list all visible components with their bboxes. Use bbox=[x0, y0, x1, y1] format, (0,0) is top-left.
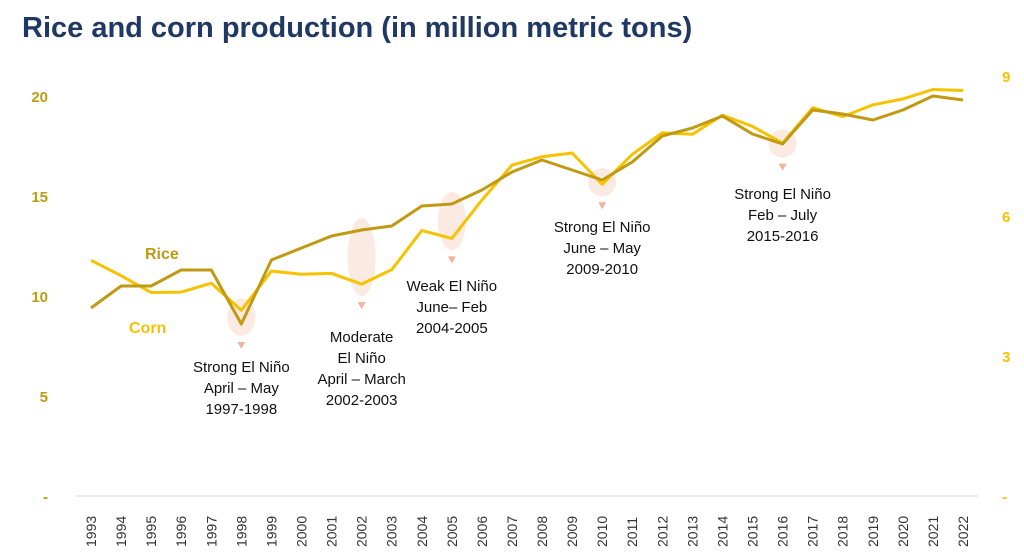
y-left-tick: 10 bbox=[31, 289, 48, 306]
arrow-marker-2016 bbox=[778, 163, 787, 171]
x-tick-label: 2008 bbox=[534, 516, 550, 547]
annotation-line: Feb – July bbox=[748, 207, 818, 224]
arrow-marker-2010 bbox=[598, 202, 607, 210]
x-tick-label: 1998 bbox=[233, 516, 249, 547]
annotation-line: April – March bbox=[317, 371, 405, 388]
left-y-axis: - 5 10 15 20 bbox=[31, 89, 48, 506]
highlight-2002 bbox=[347, 218, 376, 297]
y-left-tick: 5 bbox=[40, 389, 48, 406]
annotation-line: June – May bbox=[563, 240, 641, 257]
series-lines bbox=[90, 88, 964, 326]
rice-line bbox=[90, 94, 964, 326]
annotation-line: Strong El Niño bbox=[554, 219, 651, 236]
x-axis: 1993 1994 1995 1996 1997 1998 1999 2000 2001 2002… bbox=[76, 495, 978, 547]
annotation-1998: Strong El Niño April – May 1997-1998 bbox=[193, 359, 290, 418]
x-tick-label: 2003 bbox=[384, 516, 400, 547]
arrow-marker-1998 bbox=[237, 342, 246, 349]
x-tick-label: 2004 bbox=[414, 516, 430, 547]
annotation-line: 2004-2005 bbox=[416, 320, 488, 337]
x-tick-label: 2018 bbox=[835, 516, 851, 547]
arrow-marker-2002 bbox=[357, 302, 366, 310]
x-tick-label: 2011 bbox=[624, 517, 640, 547]
x-tick-label: 2001 bbox=[324, 516, 340, 547]
x-tick-label: 2014 bbox=[714, 516, 730, 547]
annotation-line: June– Feb bbox=[416, 299, 487, 316]
y-right-tick: 9 bbox=[1002, 69, 1010, 86]
annotation-line: 2002-2003 bbox=[326, 392, 398, 409]
annotation-line: Moderate bbox=[330, 329, 393, 346]
rice-series-label: Rice bbox=[145, 246, 179, 263]
x-tick-label: 2021 bbox=[925, 516, 941, 547]
series-labels: Rice Corn bbox=[129, 246, 179, 337]
annotation-line: 2009-2010 bbox=[566, 261, 638, 278]
x-tick-label: 2010 bbox=[594, 516, 610, 547]
annotation-line: Strong El Niño bbox=[734, 186, 831, 203]
y-left-tick: - bbox=[43, 489, 48, 506]
chart-title: Rice and corn production (in million met… bbox=[22, 12, 693, 44]
x-tick-label: 2000 bbox=[293, 516, 309, 547]
x-tick-label: 1993 bbox=[83, 516, 99, 547]
x-tick-label: 2006 bbox=[474, 516, 490, 547]
annotation-line: 1997-1998 bbox=[205, 401, 277, 418]
x-tick-label: 1997 bbox=[203, 516, 219, 547]
y-right-tick: 3 bbox=[1002, 349, 1010, 366]
annotation-line: El Niño bbox=[337, 350, 385, 367]
x-tick-label: 2019 bbox=[865, 516, 881, 547]
annotation-2010: Strong El Niño June – May 2009-2010 bbox=[554, 219, 651, 278]
right-y-axis: - 3 6 9 bbox=[1002, 69, 1010, 506]
y-right-tick: 6 bbox=[1002, 209, 1010, 226]
y-left-tick: 20 bbox=[31, 89, 48, 106]
y-right-tick: - bbox=[1002, 489, 1007, 506]
annotation-2016: Strong El Niño Feb – July 2015-2016 bbox=[734, 186, 831, 245]
x-tick-label: 2016 bbox=[775, 516, 791, 547]
x-tick-label: 2013 bbox=[684, 516, 700, 547]
x-tick-label: 1995 bbox=[143, 516, 159, 547]
y-left-tick: 15 bbox=[31, 189, 48, 206]
x-tick-label: 2015 bbox=[745, 516, 761, 547]
corn-line bbox=[90, 88, 964, 312]
annotation-line: Weak El Niño bbox=[407, 278, 498, 295]
x-tick-label: 2017 bbox=[805, 516, 821, 547]
annotation-line: Strong El Niño bbox=[193, 359, 290, 376]
arrow-marker-2005 bbox=[447, 256, 456, 264]
x-tick-label: 1996 bbox=[173, 516, 189, 547]
x-tick-label: 2009 bbox=[564, 516, 580, 547]
el-nino-highlights bbox=[227, 129, 797, 349]
annotation-2002: Moderate El Niño April – March 2002-2003 bbox=[317, 329, 405, 409]
corn-series-label: Corn bbox=[129, 320, 166, 337]
x-tick-label: 2020 bbox=[895, 516, 911, 547]
x-tick-label: 2002 bbox=[354, 516, 370, 547]
x-tick-label: 2012 bbox=[654, 516, 670, 547]
annotation-2005: Weak El Niño June– Feb 2004-2005 bbox=[407, 278, 498, 337]
x-tick-label: 1994 bbox=[113, 516, 129, 547]
annotation-line: April – May bbox=[204, 380, 280, 397]
x-tick-label: 2005 bbox=[444, 516, 460, 547]
el-nino-annotations: Strong El Niño April – May 1997-1998 Modera… bbox=[193, 186, 831, 418]
x-tick-label: 2007 bbox=[504, 516, 520, 547]
x-tick-label: 2022 bbox=[955, 516, 971, 547]
x-tick-label: 1999 bbox=[263, 516, 279, 547]
annotation-line: 2015-2016 bbox=[747, 228, 819, 245]
